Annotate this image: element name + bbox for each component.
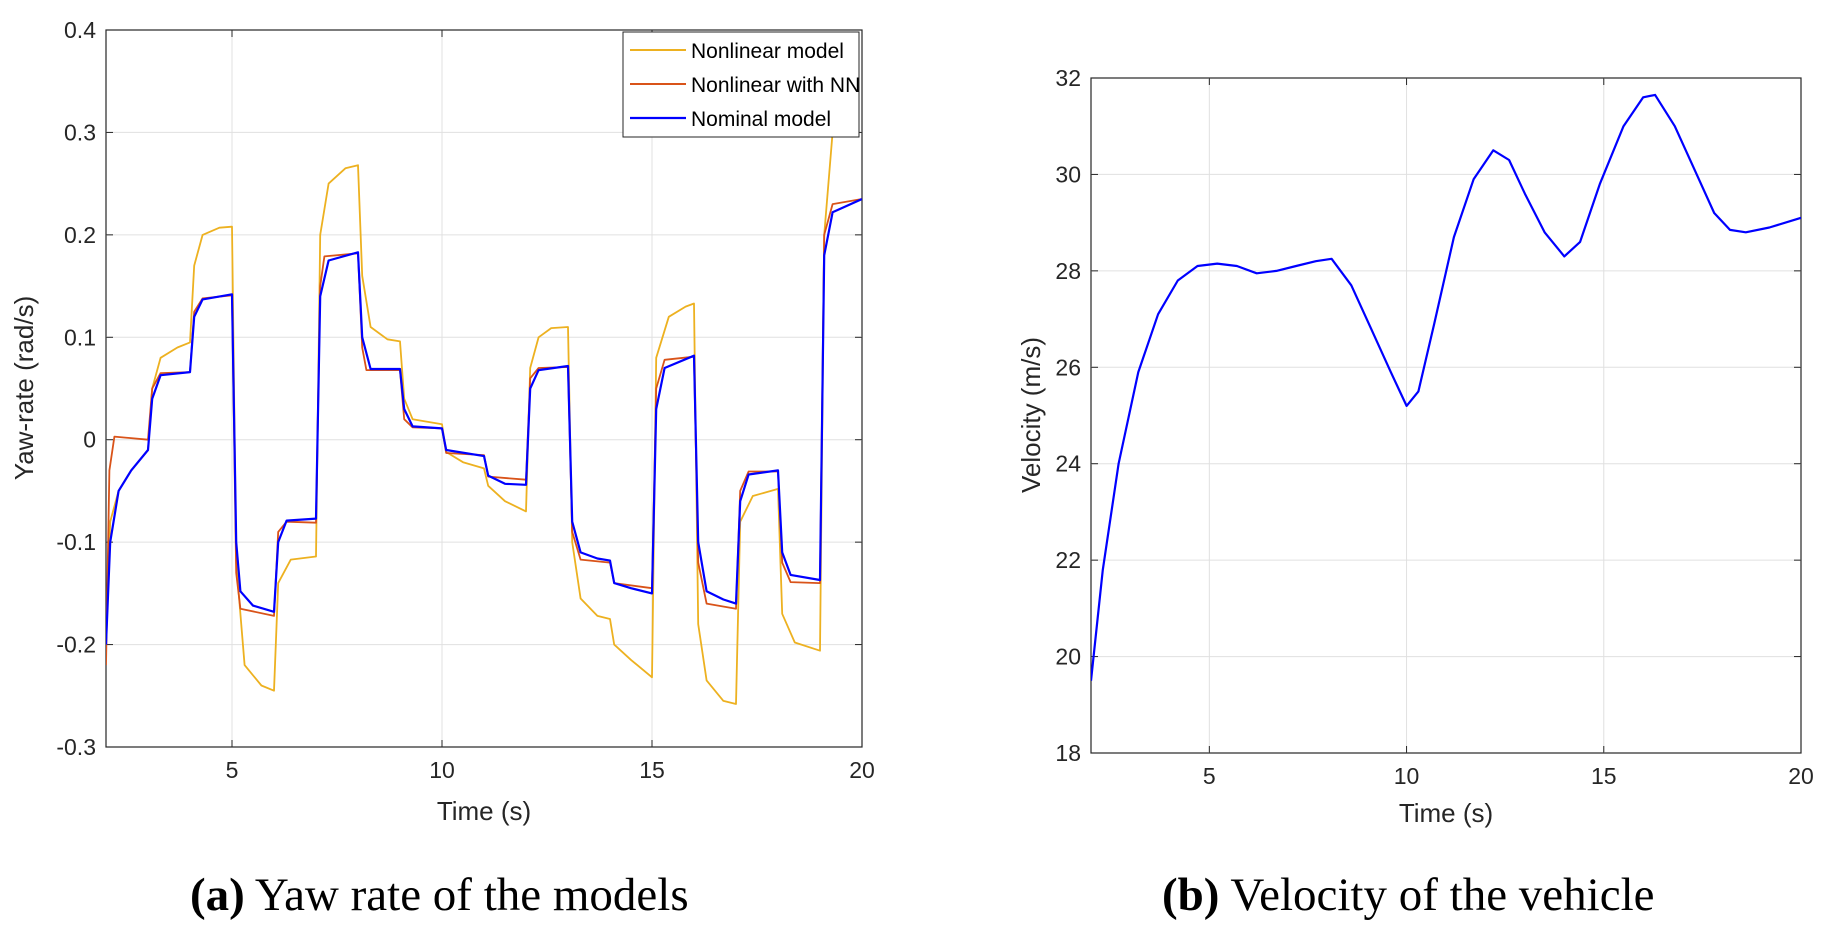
caption-b-label: (b) xyxy=(1162,869,1220,921)
y-tick-label: 24 xyxy=(1055,451,1081,477)
legend-label-nonlinear-model: Nonlinear model xyxy=(691,40,844,63)
legend: Nonlinear model Nonlinear with NN Nomina… xyxy=(622,31,860,138)
series-a xyxy=(106,111,862,705)
x-axis-label-b: Time (s) xyxy=(1399,798,1493,828)
y-tick-label: 26 xyxy=(1055,354,1081,380)
plot-area-a xyxy=(105,29,863,748)
series-line-nonlinear-model xyxy=(106,111,836,705)
series-line-nominal-model xyxy=(106,197,862,645)
y-tick-label: -0.2 xyxy=(56,632,96,658)
caption-b-text: Velocity of the vehicle xyxy=(1230,869,1655,921)
caption-b: (b) Velocity of the vehicle xyxy=(1162,868,1655,922)
x-axis-label-a: Time (s) xyxy=(437,796,531,826)
caption-a: (a) Yaw rate of the models xyxy=(190,868,689,922)
y-tick-label: 32 xyxy=(1055,65,1081,91)
plot-area-b xyxy=(1090,77,1802,754)
x-tick-label: 20 xyxy=(1788,763,1814,789)
legend-label-nominal-model: Nominal model xyxy=(691,108,831,131)
x-tick-label: 15 xyxy=(1591,763,1617,789)
x-tick-label: 15 xyxy=(639,757,665,783)
y-tick-label: 0 xyxy=(83,427,96,453)
y-tick-label: 0.4 xyxy=(64,17,96,43)
y-tick-label: 0.3 xyxy=(64,119,96,145)
y-tick-label: 30 xyxy=(1055,161,1081,187)
x-tick-label: 10 xyxy=(429,757,455,783)
y-tick-label: -0.1 xyxy=(56,529,96,555)
y-tick-label: 28 xyxy=(1055,258,1081,284)
x-tick-label: 5 xyxy=(1203,763,1216,789)
x-tick-label: 5 xyxy=(226,757,239,783)
y-tick-label: 0.2 xyxy=(64,222,96,248)
y-tick-label: 0.1 xyxy=(64,324,96,350)
x-tick-label: 10 xyxy=(1394,763,1420,789)
y-tick-label: 22 xyxy=(1055,547,1081,573)
chart-yaw-rate: -0.3 -0.2 -0.1 0 0.1 0.2 0.3 0.4 5 10 15 20 Time (s… xyxy=(9,17,875,826)
y-tick-label: 20 xyxy=(1055,644,1081,670)
ticks-b: 18 20 22 24 26 28 30 32 5 10 15 20 xyxy=(1055,65,1813,789)
legend-label-nonlinear-with-nn: Nonlinear with NN xyxy=(691,74,860,97)
y-tick-label: 18 xyxy=(1055,740,1081,766)
y-axis-label-b: Velocity (m/s) xyxy=(1016,337,1046,493)
caption-a-text: Yaw rate of the models xyxy=(254,869,689,921)
grid-b xyxy=(1091,78,1801,753)
y-tick-label: -0.3 xyxy=(56,734,96,760)
series-b xyxy=(1091,93,1801,681)
series-line-velocity xyxy=(1091,93,1801,681)
x-tick-label: 20 xyxy=(849,757,875,783)
chart-velocity: 18 20 22 24 26 28 30 32 5 10 15 20 Time (s) Velocit… xyxy=(1016,65,1814,828)
ticks-a: -0.3 -0.2 -0.1 0 0.1 0.2 0.3 0.4 5 10 15 20 xyxy=(56,17,874,783)
caption-a-label: (a) xyxy=(190,869,245,921)
y-axis-label-a: Yaw-rate (rad/s) xyxy=(9,296,39,480)
